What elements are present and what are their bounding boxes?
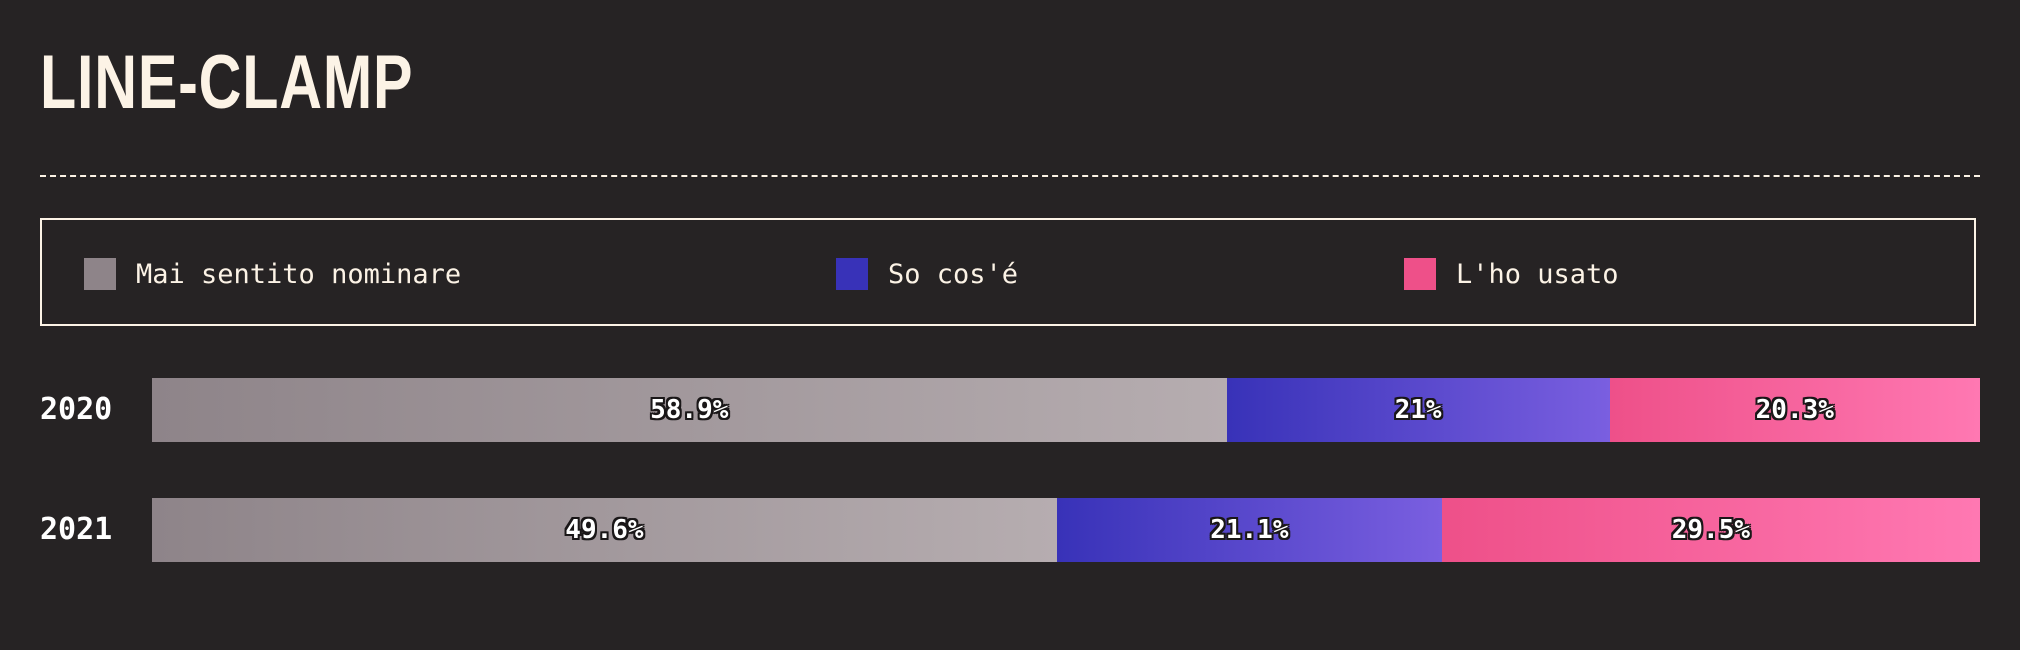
bar-segment: 29.5% <box>1441 498 1980 562</box>
legend-swatch <box>1404 258 1436 290</box>
bar-segment: 20.3% <box>1609 378 1980 442</box>
bar-segment: 21% <box>1226 378 1610 442</box>
legend-item-mai-sentito: Mai sentito nominare <box>84 258 461 290</box>
legend-swatch <box>836 258 868 290</box>
legend: Mai sentito nominare So cos'é L'ho usato <box>40 218 1976 326</box>
data-label: 21% <box>1394 395 1442 425</box>
data-label: 49.6% <box>565 515 644 545</box>
bar-segment: 58.9% <box>152 378 1227 442</box>
legend-label: L'ho usato <box>1456 258 1619 290</box>
chart-title: LINE-CLAMP <box>40 40 414 125</box>
dashed-divider <box>40 175 1980 177</box>
legend-item-lho-usato: L'ho usato <box>1404 258 1619 290</box>
legend-item-so-cose: So cos'é <box>836 258 1018 290</box>
data-label: 21.1% <box>1210 515 1289 545</box>
bar-row-2020: 58.9% 21% 20.3% <box>152 378 1980 442</box>
data-label: 58.9% <box>650 395 729 425</box>
bar-row-2021: 49.6% 21.1% 29.5% <box>152 498 1980 562</box>
bar-segment: 49.6% <box>152 498 1057 562</box>
bar-segment: 21.1% <box>1056 498 1442 562</box>
data-label: 29.5% <box>1671 515 1751 545</box>
row-label-2021: 2021 <box>40 512 113 547</box>
legend-label: Mai sentito nominare <box>136 258 462 290</box>
data-label: 20.3% <box>1755 395 1834 425</box>
legend-swatch <box>84 258 116 290</box>
row-label-2020: 2020 <box>40 392 113 427</box>
legend-label: So cos'é <box>888 258 1019 290</box>
